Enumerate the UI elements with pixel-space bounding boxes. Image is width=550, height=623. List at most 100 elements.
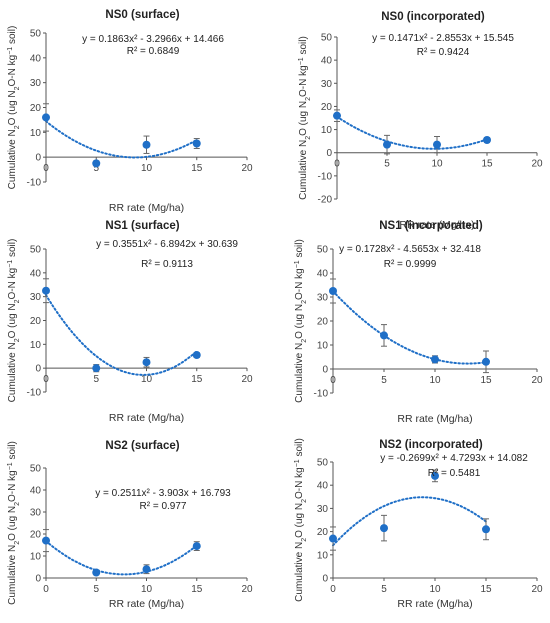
chart-title: NS1 (incorporated) <box>379 220 483 232</box>
trend-line <box>45 120 198 159</box>
x-tick-label: 15 <box>480 584 492 595</box>
r-squared-label: R² = 0.9999 <box>384 259 437 270</box>
chart-title: NS2 (incorporated) <box>379 439 483 451</box>
data-point <box>42 536 50 545</box>
y-tick-label: 20 <box>317 317 329 328</box>
x-tick-label: 0 <box>330 584 336 595</box>
x-tick-label: 0 <box>334 159 340 170</box>
data-point <box>380 331 388 340</box>
y-tick-label: 10 <box>30 340 42 351</box>
data-point <box>333 111 341 120</box>
x-tick-label: 10 <box>431 159 443 170</box>
data-point <box>329 287 337 295</box>
data-point <box>380 524 388 533</box>
data-point <box>192 139 201 148</box>
y-tick-label: 30 <box>317 504 329 515</box>
trend-line <box>332 290 487 365</box>
r-squared-label: R² = 0.5481 <box>428 468 481 479</box>
y-tick-label: 40 <box>30 53 42 64</box>
x-tick-label: 15 <box>191 163 203 174</box>
chart-panel-6: NS2 (incorporated) 0 10 20 30 40 50 0 5 10 15 20 RR … <box>294 438 543 610</box>
x-axis-label: RR rate (Mg/ha) <box>109 598 184 610</box>
y-tick-label: 20 <box>30 530 42 541</box>
y-tick-label: -10 <box>27 178 42 189</box>
chart-title: NS0 (incorporated) <box>381 11 485 23</box>
y-tick-label: 40 <box>30 268 42 279</box>
y-axis-label: Cumulative N2O (ug N2O-N kg−1 soil) <box>7 441 21 605</box>
y-tick-label: 40 <box>317 269 329 280</box>
x-tick-label: 10 <box>141 374 153 385</box>
data-point <box>192 351 201 360</box>
data-point <box>192 542 201 551</box>
y-tick-label: 30 <box>321 79 333 90</box>
data-point <box>42 286 50 295</box>
data-point <box>92 159 101 168</box>
r-squared-label: R² = 0.6849 <box>127 46 180 57</box>
r-squared-label: R² = 0.977 <box>140 501 187 512</box>
x-tick-label: 20 <box>241 163 253 174</box>
y-tick-label: 30 <box>30 292 42 303</box>
x-tick-label: 20 <box>241 374 253 385</box>
y-axis-label: Cumulative N2O (ug N2O-N kg−1 soil) <box>298 36 312 200</box>
data-point <box>142 565 151 574</box>
y-tick-label: -10 <box>314 389 329 400</box>
x-tick-label: 0 <box>43 374 49 385</box>
trend-equation: y = 0.2511x² - 3.903x + 16.793 <box>95 488 231 499</box>
y-tick-label: -20 <box>318 195 333 206</box>
x-tick-label: 5 <box>381 584 387 595</box>
trend-line <box>45 540 198 576</box>
data-point <box>433 140 441 149</box>
y-tick-label: 0 <box>322 574 328 585</box>
x-tick-label: 5 <box>93 584 99 595</box>
x-axis-label: RR rate (Mg/ha) <box>397 413 472 425</box>
x-tick-label: 15 <box>191 374 203 385</box>
data-point <box>483 135 491 144</box>
y-tick-label: 40 <box>30 486 42 497</box>
trend-equation: y = -0.2699x² + 4.7293x + 14.082 <box>380 453 528 464</box>
data-point <box>42 113 50 122</box>
y-tick-label: 30 <box>30 508 42 519</box>
x-tick-label: 20 <box>531 159 543 170</box>
r-squared-label: R² = 0.9113 <box>141 259 193 270</box>
x-tick-label: 20 <box>531 584 543 595</box>
trend-equation: y = 0.1863x² - 3.2966x + 14.466 <box>82 34 224 45</box>
y-axis-label: Cumulative N2O (ug N2O-N kg−1 soil) <box>7 239 21 403</box>
chart-title: NS2 (surface) <box>105 440 179 452</box>
data-point <box>142 358 151 367</box>
y-tick-label: 50 <box>30 29 42 40</box>
x-axis-label: RR rate (Mg/ha) <box>399 219 474 231</box>
chart-title: NS0 (surface) <box>105 9 179 21</box>
data-point <box>482 525 490 534</box>
x-tick-label: 10 <box>141 584 153 595</box>
y-tick-label: 20 <box>321 102 333 113</box>
trend-equation: y = 0.3551x² - 6.8942x + 30.639 <box>96 239 238 250</box>
y-axis-label: Cumulative N2O (ug N2O-N kg−1 soil) <box>294 438 308 602</box>
data-point <box>431 471 439 480</box>
y-tick-label: 10 <box>317 341 329 352</box>
x-tick-label: 10 <box>141 163 153 174</box>
r-squared-label: R² = 0.9424 <box>417 47 470 58</box>
data-point <box>431 355 439 364</box>
data-point <box>383 140 391 149</box>
trend-line <box>336 115 488 150</box>
y-tick-label: 10 <box>317 550 329 561</box>
y-tick-label: 50 <box>321 33 333 44</box>
x-tick-label: 5 <box>93 163 99 174</box>
x-tick-label: 0 <box>330 375 336 386</box>
data-point <box>482 357 490 366</box>
y-tick-label: 50 <box>30 245 42 256</box>
trend-line <box>45 294 198 376</box>
data-point <box>92 568 101 577</box>
y-tick-label: 0 <box>35 364 41 375</box>
y-tick-label: 20 <box>30 103 42 114</box>
x-tick-label: 15 <box>191 584 203 595</box>
x-tick-label: 5 <box>384 159 390 170</box>
y-tick-label: 40 <box>321 56 333 67</box>
y-tick-label: 50 <box>317 458 329 469</box>
y-tick-label: 20 <box>317 527 329 538</box>
y-tick-label: 40 <box>317 481 329 492</box>
x-tick-label: 10 <box>429 584 441 595</box>
